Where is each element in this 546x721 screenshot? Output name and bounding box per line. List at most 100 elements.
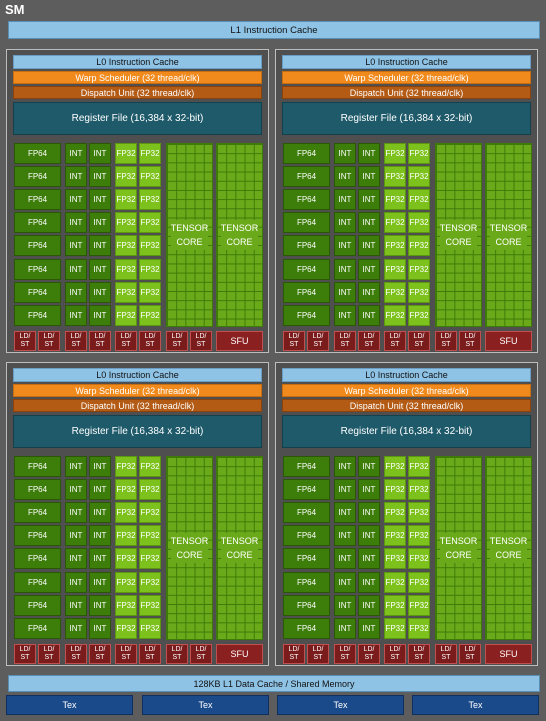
fp64-core: FP64 <box>283 212 330 234</box>
int-core: INT <box>358 304 380 326</box>
ld-st-unit: LD/ST <box>38 331 60 351</box>
fp32-core: FP32 <box>408 189 430 211</box>
int-core: INT <box>334 166 356 188</box>
int-core: INT <box>334 594 356 616</box>
processing-partition: L0 Instruction Cache Warp Scheduler (32 t… <box>6 49 269 353</box>
tex-unit: Tex <box>6 695 133 715</box>
fp32-core: FP32 <box>408 212 430 234</box>
int-core: INT <box>65 304 87 326</box>
int-core: INT <box>358 189 380 211</box>
int-core: INT <box>358 281 380 303</box>
l0-instruction-cache: L0 Instruction Cache <box>282 368 531 382</box>
fp64-core: FP64 <box>14 189 61 211</box>
fp32-core: FP32 <box>408 594 430 616</box>
ldst-line2: ST <box>20 341 30 348</box>
ldst-line1: LD/ <box>94 646 106 653</box>
int-core: INT <box>65 189 87 211</box>
ld-st-unit: LD/ST <box>334 331 356 351</box>
ld-st-unit: LD/ST <box>38 644 60 664</box>
ldst-line2: ST <box>390 341 400 348</box>
int-core: INT <box>89 258 111 280</box>
tensor-core: TENSOR CORE <box>435 456 482 640</box>
fp64-core: FP64 <box>14 143 61 164</box>
fp32-core: FP32 <box>384 594 406 616</box>
int-core: INT <box>358 502 380 524</box>
ldst-line2: ST <box>414 341 424 348</box>
fp32-core: FP32 <box>139 456 161 477</box>
fp32-core: FP32 <box>384 212 406 234</box>
int-core: INT <box>89 281 111 303</box>
int-core: INT <box>334 525 356 547</box>
ldst-line1: LD/ <box>43 333 55 340</box>
fp32-core: FP32 <box>408 456 430 477</box>
int-core: INT <box>89 502 111 524</box>
tensor-label-line2: CORE <box>439 235 478 249</box>
ldst-line2: ST <box>20 654 30 661</box>
fp64-core: FP64 <box>14 281 61 303</box>
sfu-unit: SFU <box>485 331 532 351</box>
int-core: INT <box>334 479 356 501</box>
ldst-line2: ST <box>145 654 155 661</box>
fp32-core: FP32 <box>115 212 137 234</box>
fp32-core: FP32 <box>408 548 430 570</box>
fp32-core: FP32 <box>408 617 430 639</box>
tensor-core: TENSOR CORE <box>166 456 213 640</box>
int-core: INT <box>65 143 87 164</box>
sfu-unit: SFU <box>485 644 532 664</box>
ldst-line2: ST <box>465 654 475 661</box>
tensor-label-line1: TENSOR <box>489 534 528 548</box>
fp32-core: FP32 <box>139 189 161 211</box>
int-core: INT <box>89 166 111 188</box>
int-core: INT <box>89 479 111 501</box>
ldst-line2: ST <box>95 341 105 348</box>
int-core: INT <box>65 281 87 303</box>
fp32-core: FP32 <box>384 617 406 639</box>
ldst-line2: ST <box>313 654 323 661</box>
int-core: INT <box>334 189 356 211</box>
ldst-line1: LD/ <box>70 646 82 653</box>
fp32-core: FP32 <box>115 525 137 547</box>
ld-st-unit: LD/ST <box>358 331 380 351</box>
int-core: INT <box>334 143 356 164</box>
l1-instruction-cache: L1 Instruction Cache <box>8 21 540 39</box>
ld-st-unit: LD/ST <box>384 644 406 664</box>
int-core: INT <box>65 571 87 593</box>
int-core: INT <box>358 594 380 616</box>
ldst-line2: ST <box>44 341 54 348</box>
ld-st-unit: LD/ST <box>115 331 137 351</box>
int-core: INT <box>65 479 87 501</box>
ldst-line2: ST <box>172 654 182 661</box>
fp32-core: FP32 <box>139 143 161 164</box>
int-core: INT <box>65 166 87 188</box>
int-core: INT <box>65 235 87 257</box>
tex-unit: Tex <box>412 695 539 715</box>
fp32-core: FP32 <box>384 235 406 257</box>
register-file: Register File (16,384 x 32-bit) <box>13 102 262 135</box>
fp64-core: FP64 <box>283 548 330 570</box>
tensor-core: TENSOR CORE <box>216 143 263 327</box>
ld-st-unit: LD/ST <box>408 644 430 664</box>
tensor-label-line2: CORE <box>170 235 209 249</box>
fp32-core: FP32 <box>115 143 137 164</box>
ld-st-unit: LD/ST <box>358 644 380 664</box>
ldst-line1: LD/ <box>120 646 132 653</box>
fp64-core: FP64 <box>283 143 330 164</box>
fp32-core: FP32 <box>384 143 406 164</box>
ld-st-unit: LD/ST <box>190 331 212 351</box>
ldst-line2: ST <box>441 654 451 661</box>
fp32-core: FP32 <box>139 571 161 593</box>
ldst-line1: LD/ <box>413 646 425 653</box>
tensor-core-label: TENSOR CORE <box>220 533 259 563</box>
tensor-label-line1: TENSOR <box>170 534 209 548</box>
tensor-label-line2: CORE <box>220 235 259 249</box>
ld-st-unit: LD/ST <box>14 644 36 664</box>
ldst-line2: ST <box>390 654 400 661</box>
ldst-line1: LD/ <box>144 646 156 653</box>
ldst-line2: ST <box>289 341 299 348</box>
tensor-label-line1: TENSOR <box>220 221 259 235</box>
ldst-line2: ST <box>121 654 131 661</box>
tensor-core: TENSOR CORE <box>485 143 532 327</box>
ldst-line2: ST <box>465 341 475 348</box>
fp64-core: FP64 <box>283 479 330 501</box>
